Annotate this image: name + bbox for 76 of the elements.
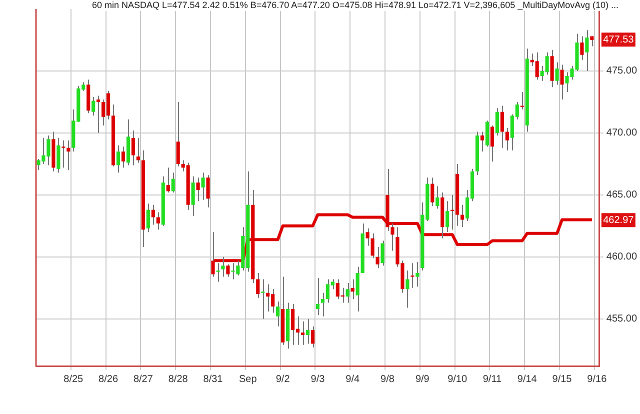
candlestick (131, 130, 136, 166)
candlestick (580, 36, 584, 60)
candlestick (151, 204, 155, 226)
candlestick (256, 272, 260, 298)
candlestick (62, 140, 66, 168)
x-tick-label: 8/25 (64, 374, 84, 385)
x-tick-label: 9/4 (346, 374, 360, 385)
x-tick-label: 8/27 (133, 374, 154, 385)
y-tick-label: 470.00 (606, 128, 638, 139)
candlestick (221, 256, 225, 278)
candlestick (96, 95, 100, 134)
candlestick (201, 172, 205, 200)
annotation: 462.97 (603, 214, 634, 226)
candlestick (121, 146, 126, 168)
candlestick (216, 262, 220, 282)
candlestick (406, 270, 410, 308)
candlestick (310, 326, 315, 348)
x-tick-label: 9/16 (587, 374, 608, 385)
candlestick (346, 282, 350, 304)
x-tick-label: 9/10 (448, 374, 468, 385)
candlestick (366, 228, 370, 246)
x-tick-label: 9/15 (552, 374, 572, 385)
candlestick (495, 108, 499, 136)
candlestick (446, 200, 450, 233)
x-tick-label: 9/11 (482, 374, 502, 385)
candlestick (171, 172, 175, 193)
candlestick (480, 131, 484, 152)
candlestick (585, 30, 589, 72)
y-tick-label: 475.00 (606, 66, 638, 77)
candlestick (261, 278, 265, 320)
candlestick (410, 262, 414, 288)
candlestick (56, 137, 60, 174)
annotation: 477.53 (603, 34, 634, 46)
candlestick (380, 240, 384, 266)
chart-title: 60 min NASDAQ L=477.54 2.42 0.51% B=476.70 A=477.20 O=475.08 Hi=478.91 Lo=472.71 V=2,396,605 _MultiDayMovAvg (10) ... (90, 0, 620, 11)
x-tick-label: 8/31 (203, 374, 224, 385)
x-tick-label: 9/14 (517, 374, 538, 385)
candlestick (520, 92, 524, 110)
candlestick (316, 277, 320, 316)
y-tick-label: 455.00 (606, 314, 638, 325)
candlestick (560, 64, 564, 100)
candlestick (490, 125, 494, 162)
candlestick (146, 203, 150, 233)
x-tick-label: 9/3 (310, 374, 326, 385)
candlestick (92, 96, 96, 116)
candlestick (430, 177, 434, 207)
candlestick (206, 174, 210, 208)
y-tick-label: 460.00 (606, 252, 638, 263)
candlestick (276, 301, 280, 327)
x-tick-label: 8/26 (98, 374, 118, 385)
x-tick-label: 9/8 (380, 374, 395, 385)
candlestick (191, 176, 195, 217)
y-tick-label: 465.00 (606, 190, 638, 201)
candlestick (505, 128, 509, 151)
candlestick (156, 212, 160, 230)
candlestick (500, 105, 504, 148)
candlestick (320, 292, 324, 317)
candlestick (555, 62, 559, 86)
candlestick (66, 140, 70, 171)
candlestick (166, 167, 170, 193)
candlestick (226, 264, 230, 278)
candlestick (176, 101, 180, 167)
candlestick (485, 120, 490, 148)
x-tick-label: 8/28 (168, 374, 188, 385)
candlestick (356, 266, 360, 312)
x-tick-label: 9/9 (415, 374, 430, 385)
candlestick (436, 186, 440, 210)
candlestick (306, 318, 310, 344)
x-tick-label: 9/2 (276, 374, 290, 385)
candlestick (196, 177, 200, 202)
candlestick (136, 137, 140, 164)
candlestick (350, 278, 354, 300)
candlestick (416, 261, 420, 288)
x-tick-label: Sep (239, 374, 258, 385)
candlestick (116, 144, 120, 174)
candlestick (300, 320, 305, 346)
